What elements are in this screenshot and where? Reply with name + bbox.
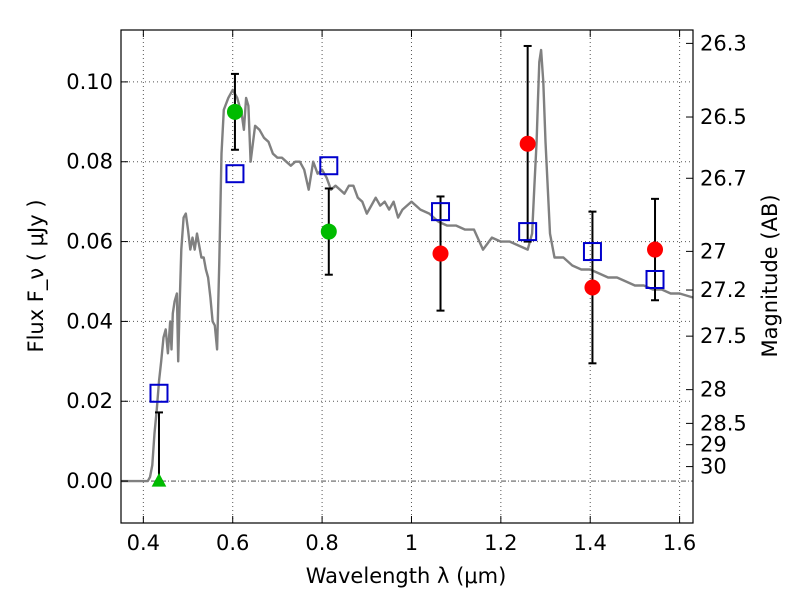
- model-photometry-square: [518, 222, 538, 242]
- upper-limit-triangle: [151, 473, 167, 487]
- right-axis-label: Magnitude (AB): [758, 194, 782, 357]
- x-tick-label: 1.6: [663, 531, 696, 555]
- y-tick-label: 0.02: [66, 389, 113, 413]
- model-curve: [121, 48, 694, 483]
- mag-tick-label: 29: [700, 433, 727, 457]
- observed-point-red: [647, 241, 664, 258]
- x-axis-label: Wavelength λ (μm): [306, 564, 507, 588]
- mag-tick-label: 26.5: [700, 105, 747, 129]
- plot-frame: [120, 29, 694, 524]
- mag-tick-label: 30: [700, 455, 727, 479]
- data-markers: [149, 103, 665, 487]
- mag-tick-label: 28.5: [700, 411, 747, 435]
- observed-point-green: [320, 223, 337, 240]
- x-tick-label: 1.4: [574, 531, 607, 555]
- x-tick-label: 0.8: [305, 531, 338, 555]
- axis-ticks: 0.4 0.6 0.8 1 1.2 1.4 1.6 0.00 0.02 0.04 0.06 0.08 0…: [66, 30, 747, 555]
- x-tick-label: 0.6: [216, 531, 249, 555]
- grid-lines: [121, 30, 693, 523]
- model-photometry-square: [149, 383, 169, 403]
- y-axis-label: Flux F_ν ( μJy ): [24, 199, 49, 352]
- x-tick-label: 1: [405, 531, 418, 555]
- model-photometry-square: [319, 156, 339, 176]
- model-photometry-square: [225, 164, 245, 184]
- mag-tick-label: 26.7: [700, 166, 747, 190]
- y-tick-label: 0.06: [66, 230, 113, 254]
- x-tick-label: 1.2: [484, 531, 517, 555]
- model-photometry-square: [582, 242, 602, 262]
- mag-tick-label: 26.3: [700, 31, 747, 55]
- observed-point-red: [519, 135, 536, 152]
- x-tick-label: 0.4: [127, 531, 160, 555]
- mag-tick-label: 27.5: [700, 324, 747, 348]
- observed-point-red: [584, 279, 601, 296]
- model-spectrum-line: [121, 48, 694, 483]
- mag-tick-label: 27: [700, 239, 727, 263]
- y-tick-label: 0.08: [66, 150, 113, 174]
- y-tick-label: 0.04: [66, 309, 113, 333]
- mag-tick-label: 28: [700, 378, 727, 402]
- y-tick-label: 0.00: [66, 469, 113, 493]
- observed-point-green: [226, 103, 243, 120]
- model-photometry-square: [645, 269, 665, 289]
- model-photometry-square: [431, 202, 451, 222]
- y-tick-label: 0.10: [66, 70, 113, 94]
- mag-tick-label: 27.2: [700, 278, 747, 302]
- observed-point-red: [432, 245, 449, 262]
